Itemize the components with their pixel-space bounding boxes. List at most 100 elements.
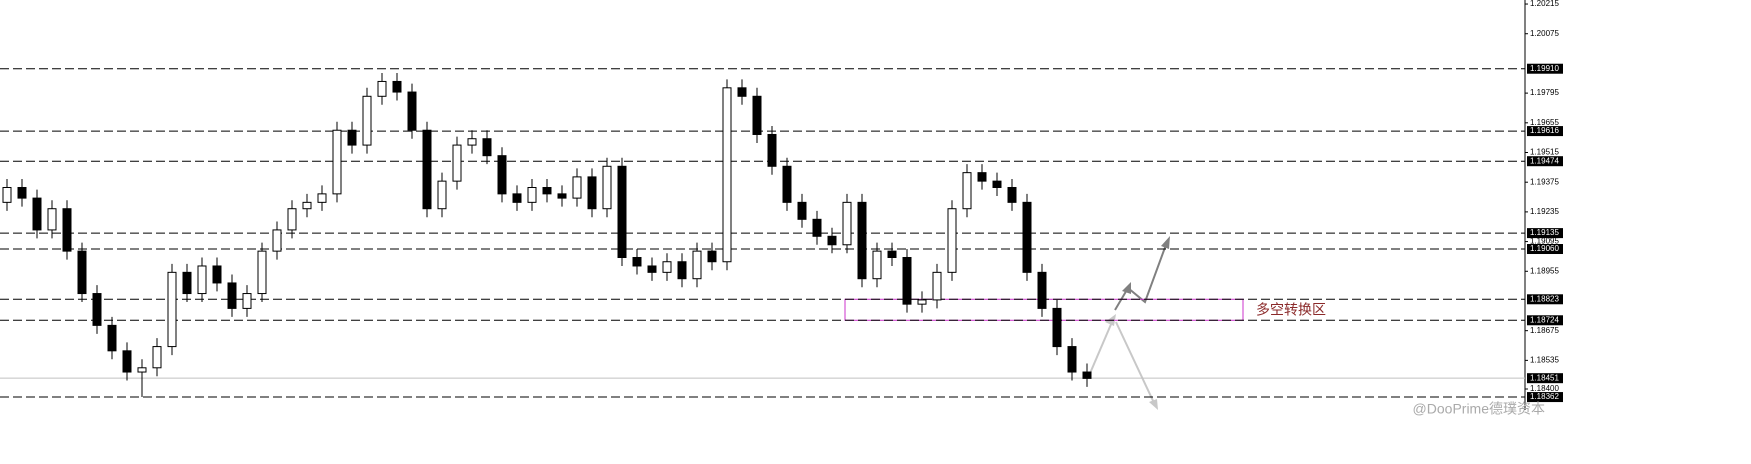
candle-body — [242, 293, 252, 309]
candle-body — [122, 350, 132, 373]
candle-body — [317, 193, 327, 203]
y-tick-label: 1.19235 — [1530, 207, 1559, 216]
watermark: @DooPrime德璞资本 — [1413, 401, 1545, 417]
candle-body — [92, 293, 102, 326]
candle-body — [962, 172, 972, 210]
candle-body — [467, 138, 477, 146]
candle-body — [662, 261, 672, 273]
candle-body — [1037, 271, 1047, 309]
candle-body — [32, 197, 42, 231]
candle-body — [422, 129, 432, 210]
level-label: 1.18823 — [1530, 294, 1559, 303]
y-tick-label: 1.20215 — [1530, 0, 1559, 8]
candle-body — [107, 324, 117, 352]
candle-body — [497, 155, 507, 195]
current-price-label: 1.18451 — [1530, 373, 1559, 382]
level-label-box — [1527, 228, 1563, 239]
candle-body — [737, 87, 747, 97]
zone-label: 多空转换区 — [1256, 301, 1326, 317]
candle-body — [527, 187, 537, 203]
candle-body — [257, 250, 267, 295]
level-label-box — [1527, 392, 1563, 403]
candle-body — [167, 271, 177, 348]
candle-body — [857, 201, 867, 280]
candle-body — [992, 180, 1002, 189]
candle-body — [722, 87, 732, 263]
y-tick-label: 1.18675 — [1530, 326, 1559, 335]
price-label-box — [1527, 373, 1563, 384]
candle-body — [482, 138, 492, 157]
candle-body — [872, 250, 882, 280]
level-label: 1.19474 — [1530, 156, 1559, 165]
arrowhead — [1122, 282, 1131, 294]
candle-body — [17, 187, 27, 199]
candle-body — [2, 187, 12, 203]
candle-body — [1067, 346, 1077, 373]
candle-body — [647, 265, 657, 273]
y-tick-label: 1.20075 — [1530, 29, 1559, 38]
candle-body — [62, 208, 72, 252]
candle-body — [557, 193, 567, 199]
level-label-box — [1527, 126, 1563, 137]
candle-body — [332, 129, 342, 195]
candle-body — [707, 250, 717, 263]
candle-body — [392, 80, 402, 93]
candle-body — [572, 176, 582, 199]
candle-body — [587, 176, 597, 210]
y-tick-label: 1.19655 — [1530, 118, 1559, 127]
arrow-down-light — [1115, 321, 1156, 406]
y-tick-label: 1.18400 — [1530, 384, 1559, 393]
y-tick-label: 1.19095 — [1530, 237, 1559, 246]
candle-body — [227, 282, 237, 309]
candle-body — [1082, 371, 1092, 379]
candle-body — [542, 187, 552, 195]
candle-body — [797, 201, 807, 220]
level-label: 1.19616 — [1530, 126, 1559, 135]
arrowhead — [1149, 399, 1158, 410]
level-label: 1.18724 — [1530, 315, 1559, 324]
candle-body — [512, 193, 522, 203]
y-tick-label: 1.19795 — [1530, 88, 1559, 97]
candle-body — [77, 250, 87, 295]
candle-body — [1052, 307, 1062, 348]
candle-body — [617, 165, 627, 258]
y-tick-label: 1.19515 — [1530, 148, 1559, 157]
candle-body — [902, 256, 912, 305]
level-label: 1.19910 — [1530, 64, 1559, 73]
arrow-up-light — [1087, 321, 1113, 379]
candle-body — [182, 271, 192, 295]
candle-body — [677, 261, 687, 280]
candle-body — [842, 201, 852, 246]
candle-body — [977, 172, 987, 182]
candle-body — [917, 299, 927, 305]
candle-body — [287, 208, 297, 231]
candle-body — [212, 265, 222, 284]
candle-body — [302, 201, 312, 210]
candle-body — [347, 129, 357, 146]
candle-body — [932, 271, 942, 301]
y-tick-label: 1.18535 — [1530, 355, 1559, 364]
candle-body — [887, 250, 897, 258]
y-tick-label: 1.19375 — [1530, 177, 1559, 186]
candle-body — [152, 346, 162, 369]
candles — [2, 72, 1092, 398]
candle-body — [692, 250, 702, 280]
candle-body — [602, 165, 612, 210]
candle-body — [272, 229, 282, 252]
candle-body — [1022, 201, 1032, 273]
level-label-box — [1527, 294, 1563, 305]
level-label: 1.19060 — [1530, 244, 1559, 253]
candle-body — [812, 218, 822, 237]
candle-body — [752, 95, 762, 135]
y-tick-label: 1.18955 — [1530, 266, 1559, 275]
candle-body — [767, 133, 777, 167]
level-label-box — [1527, 63, 1563, 74]
candle-body — [362, 95, 372, 146]
candle-body — [137, 367, 147, 373]
candle-body — [47, 208, 57, 231]
candle-body — [632, 256, 642, 267]
level-label: 1.18362 — [1530, 392, 1559, 401]
arrowhead — [1161, 236, 1170, 249]
